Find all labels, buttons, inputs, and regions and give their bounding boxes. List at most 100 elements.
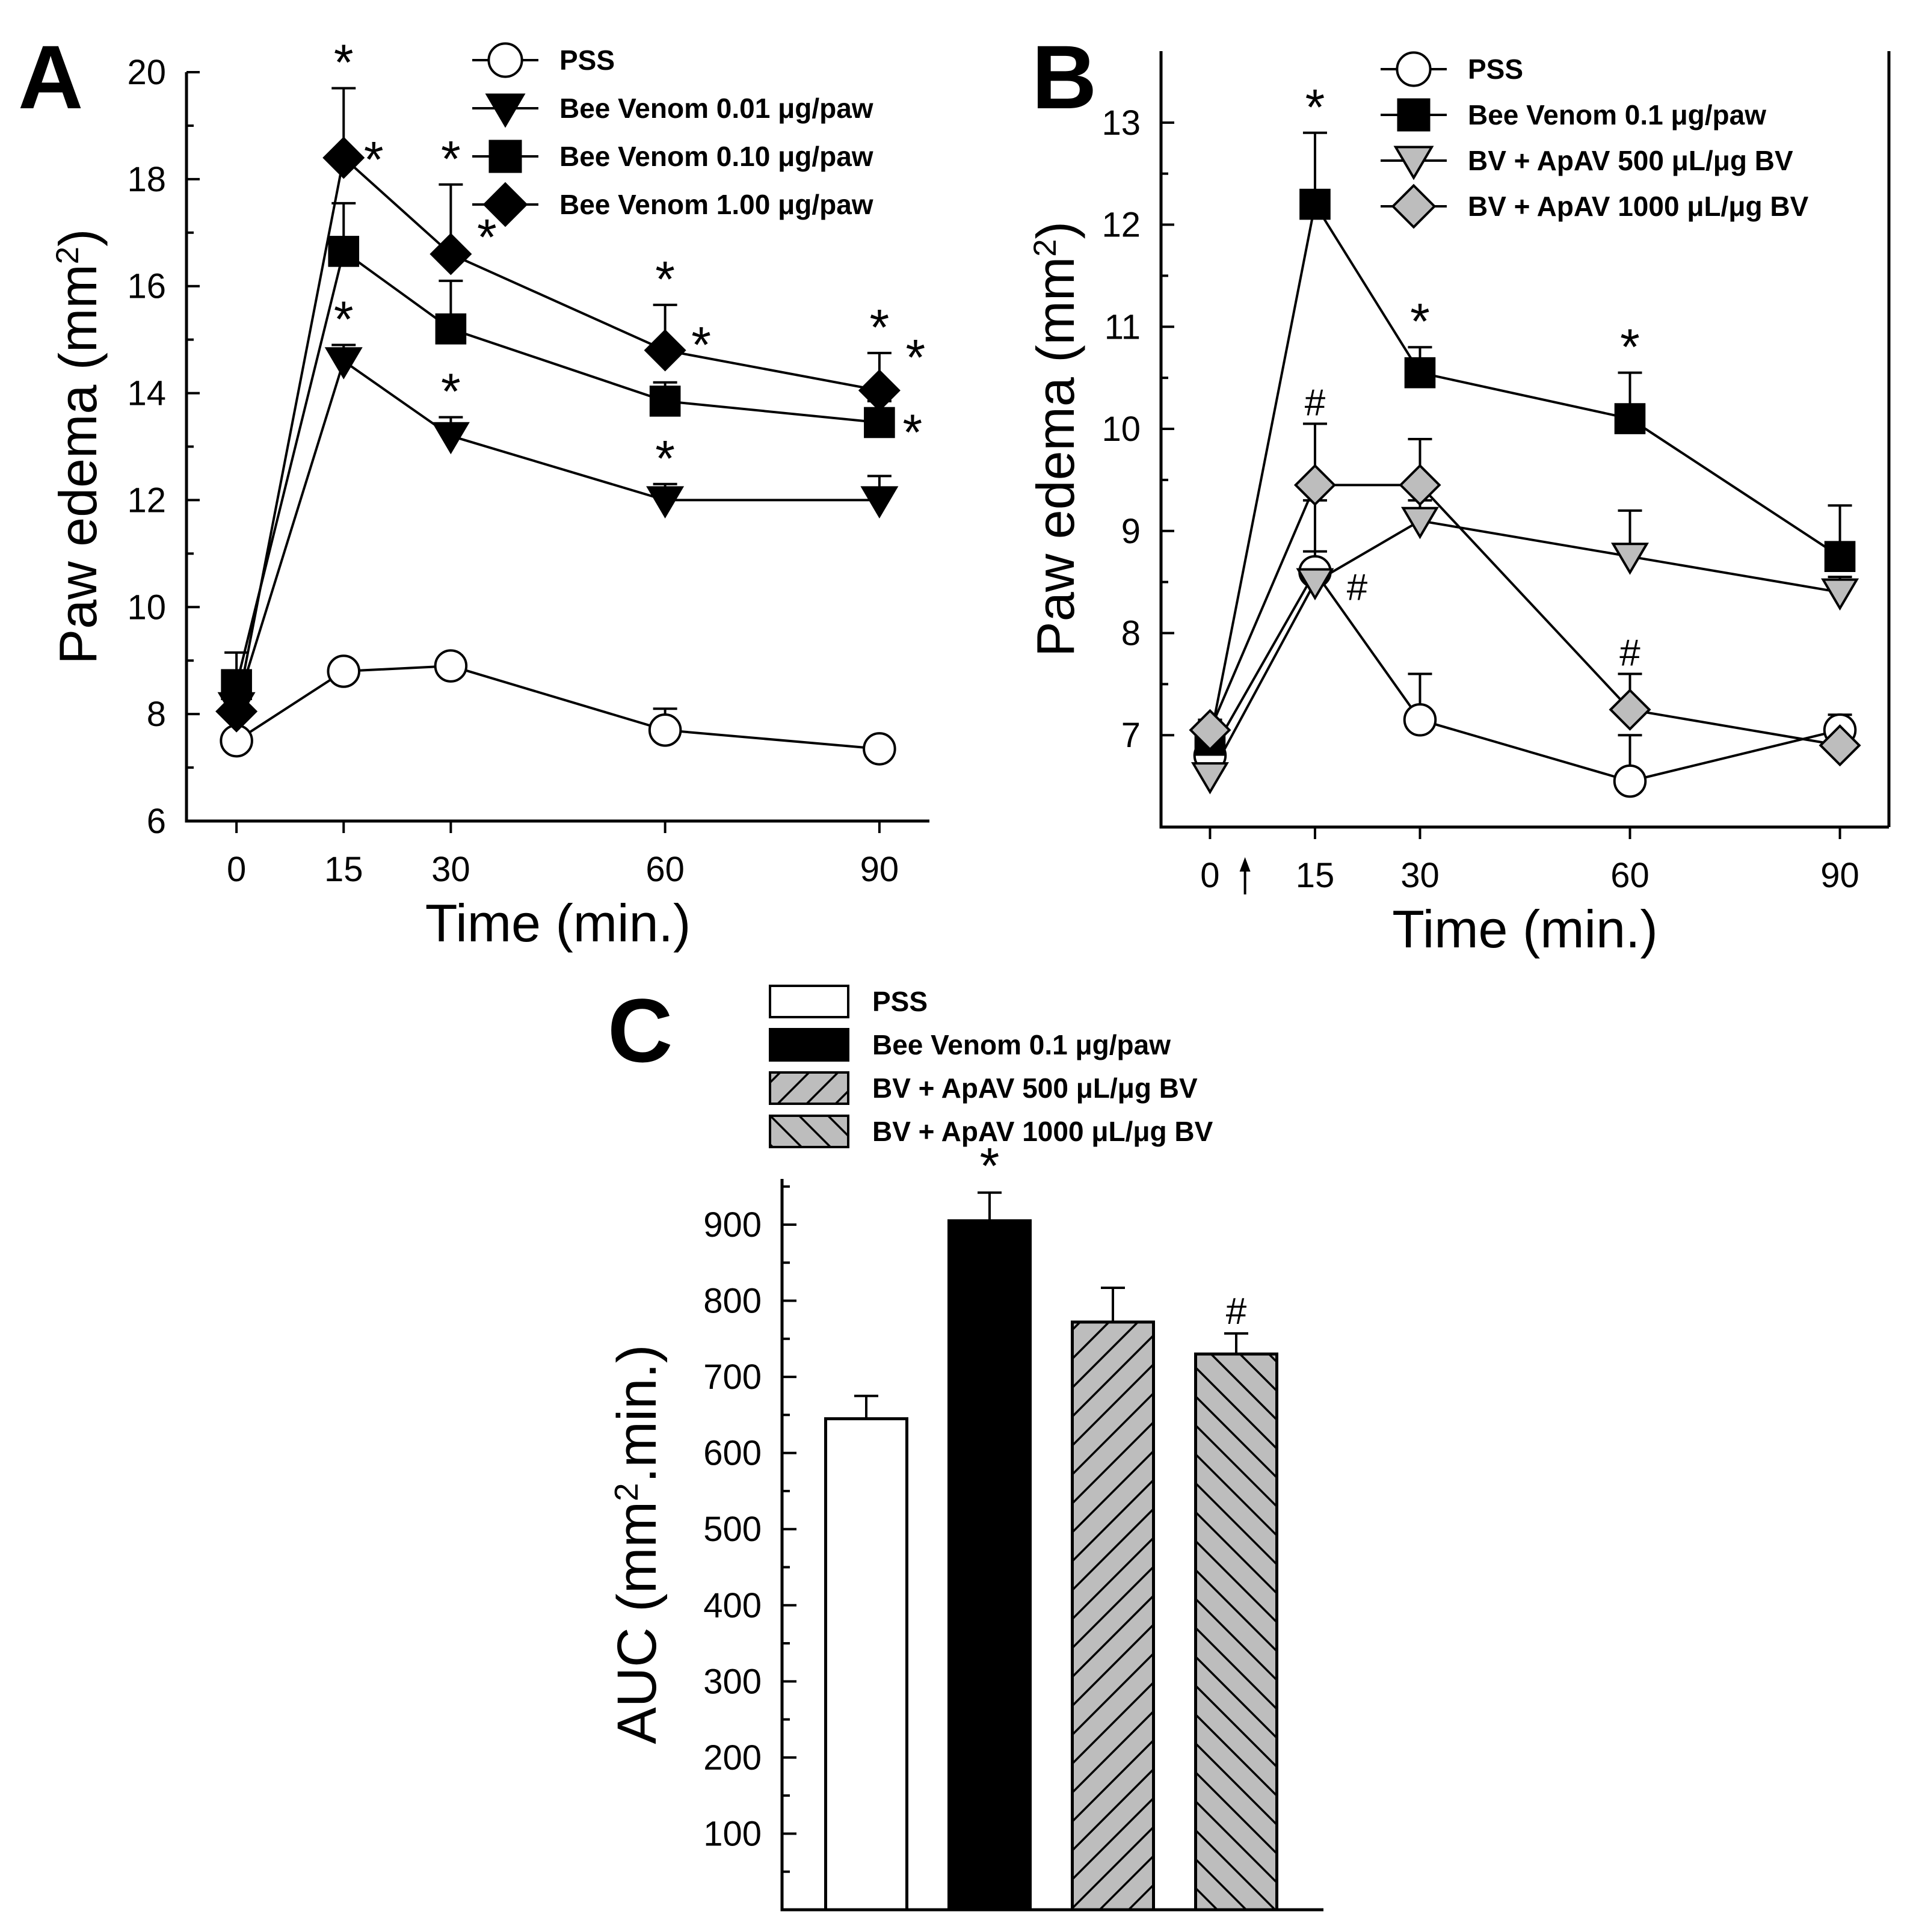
panel-b-point xyxy=(1404,357,1436,389)
panel-b-point xyxy=(1609,688,1651,731)
panel-a-ytick-label: 12 xyxy=(127,481,166,520)
panel-a-significance-marker: * xyxy=(870,299,890,355)
panel-b-point xyxy=(1296,568,1334,601)
panel-a-significance-marker: * xyxy=(334,34,354,91)
panel-a-significance-marker: * xyxy=(441,131,461,187)
panel-c-chart: 100 200 300 400 500 600 700 800 900 AUC (mm2.min.… xyxy=(606,985,1323,1912)
panel-c-significance-marker: * xyxy=(980,1137,1000,1194)
panel-c-ytick-label: 800 xyxy=(703,1282,762,1321)
panel-b-significance-marker: * xyxy=(1305,79,1325,135)
panel-a-point xyxy=(860,486,899,518)
panel-b-significance-marker: * xyxy=(1410,293,1430,349)
panel-a-point xyxy=(430,233,472,275)
panel-c-letter: C xyxy=(608,980,673,1081)
panel-a-y-title: Paw edema (mm2) xyxy=(48,229,108,665)
panel-c-bar xyxy=(947,1219,1032,1912)
panel-c-significance-marker: # xyxy=(1226,1291,1247,1332)
panel-a-significance-marker: * xyxy=(691,316,711,373)
panel-b-injection-arrow-head xyxy=(1239,857,1251,872)
panel-b-point xyxy=(1613,764,1647,798)
panel-a-xtick-label: 60 xyxy=(645,850,685,889)
panel-a-xtick-label: 30 xyxy=(431,850,470,889)
panel-c-legend-label: PSS xyxy=(872,986,928,1017)
panel-a-legend-marker xyxy=(488,140,522,173)
panel-b-point xyxy=(1819,724,1861,767)
panel-a-ytick-label: 18 xyxy=(127,160,166,199)
panel-a-xtick-label: 15 xyxy=(324,850,363,889)
panel-a-point xyxy=(322,137,365,179)
panel-c-ytick-label: 100 xyxy=(703,1814,762,1853)
panel-b-legend-marker xyxy=(1393,146,1434,180)
panel-b-xtick-label: 90 xyxy=(1820,856,1859,895)
panel-b-significance-marker: # xyxy=(1347,567,1368,609)
panel-b-xtick-label: 0 xyxy=(1200,856,1219,895)
panel-a-ytick-label: 14 xyxy=(127,374,166,413)
panel-c-ytick-label: 600 xyxy=(703,1434,762,1473)
panel-a-ytick-label: 6 xyxy=(147,802,166,841)
panel-a-legend-label: Bee Venom 1.00 μg/paw xyxy=(559,189,873,220)
panel-a-point xyxy=(864,407,895,438)
panel-b-legend-label: PSS xyxy=(1468,54,1523,85)
panel-c-ytick-label: 500 xyxy=(703,1510,762,1549)
panel-c-ytick-label: 300 xyxy=(703,1662,762,1701)
panel-c-ytick-label: 400 xyxy=(703,1586,762,1625)
panel-a-xtick-label: 0 xyxy=(227,850,246,889)
panel-a-significance-marker: * xyxy=(477,209,497,265)
panel-a-point xyxy=(863,732,896,766)
panel-c-ytick-label: 200 xyxy=(703,1738,762,1777)
panel-a-legend-marker xyxy=(485,93,526,128)
panel-b-legend-label: BV + ApAV 500 μL/μg BV xyxy=(1468,145,1793,176)
panel-b-significance-marker: * xyxy=(1620,319,1640,375)
panel-c-legend-label: BV + ApAV 500 μL/μg BV xyxy=(872,1072,1198,1104)
panel-b-y-title: Paw edema (mm2) xyxy=(1026,221,1085,657)
panel-b-series-line xyxy=(1209,201,1841,741)
panel-a-point xyxy=(324,347,363,380)
panel-c-bar xyxy=(1194,1352,1278,1912)
panel-c-ytick-label: 900 xyxy=(703,1205,762,1244)
panel-c-legend-swatch xyxy=(769,1115,849,1148)
panel-a-significance-marker: * xyxy=(906,329,926,386)
panel-b-point xyxy=(1299,188,1331,220)
panel-b-ytick-label: 7 xyxy=(1121,716,1141,755)
panel-a-point xyxy=(649,386,681,417)
panel-a-point xyxy=(328,236,360,267)
panel-b-ytick-label: 13 xyxy=(1101,103,1141,143)
panel-b-x-title: Time (min.) xyxy=(1392,899,1658,959)
panel-b-point xyxy=(1189,709,1231,751)
panel-b-ytick-label: 8 xyxy=(1121,614,1141,653)
panel-a-ytick-label: 8 xyxy=(147,695,166,734)
panel-a-letter: A xyxy=(18,26,83,128)
panel-a-xtick-label: 90 xyxy=(860,850,899,889)
panel-a-point xyxy=(431,422,470,455)
panel-b-point xyxy=(1399,464,1441,506)
panel-a-point xyxy=(435,313,467,345)
panel-b-ytick-label: 9 xyxy=(1121,512,1141,551)
panel-c-legend-label: Bee Venom 0.1 μg/paw xyxy=(872,1029,1171,1060)
panel-b-point xyxy=(1403,703,1437,737)
panel-a-ytick-label: 16 xyxy=(127,267,166,306)
panel-b-chart: 7 8 9 10 11 12 13 0 15 30 60 90 Time (min.) Paw edema… xyxy=(1026,51,1891,959)
panel-b-legend-marker xyxy=(1397,98,1431,132)
panel-a-point xyxy=(858,369,901,412)
panel-a-chart: 6 8 10 12 14 16 18 20 0 15 30 60 90 Time (min.) Paw ed… xyxy=(48,34,929,953)
panel-a-point xyxy=(215,690,258,733)
panel-a-point xyxy=(644,329,686,372)
panel-b-point xyxy=(1611,543,1649,575)
panel-c-legend-swatch xyxy=(769,1071,849,1105)
panel-a-axes xyxy=(185,72,929,823)
panel-b-ytick-label: 12 xyxy=(1101,206,1141,245)
panel-a-point xyxy=(327,654,361,688)
panel-a-significance-marker: * xyxy=(441,363,461,420)
panel-b-xtick-label: 15 xyxy=(1296,856,1335,895)
panel-a-legend-marker xyxy=(482,182,528,227)
panel-b-xtick-label: 30 xyxy=(1400,856,1440,895)
panel-a-point xyxy=(646,486,685,518)
panel-c-bar xyxy=(824,1417,908,1912)
panel-b-axes xyxy=(1159,51,1889,829)
panel-b-point xyxy=(1824,541,1856,572)
panel-b-significance-marker: # xyxy=(1305,383,1326,424)
panel-b-point xyxy=(1821,578,1859,611)
panel-b-legend-marker xyxy=(1391,183,1437,229)
panel-c-ytick-label: 700 xyxy=(703,1358,762,1397)
